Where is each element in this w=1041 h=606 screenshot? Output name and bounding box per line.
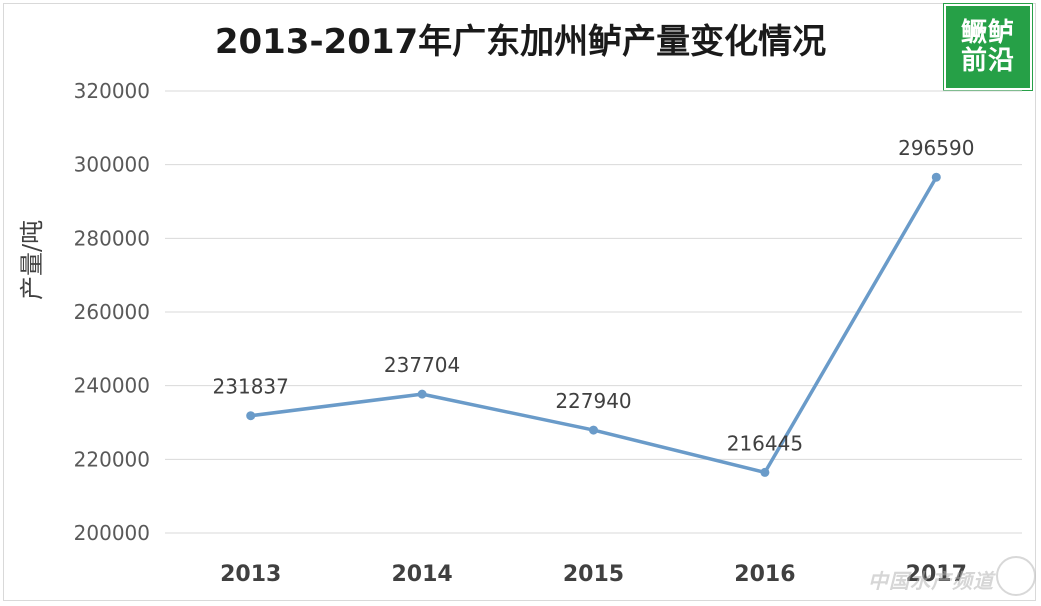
gridlines (165, 90, 1022, 534)
data-labels: 231837 237704 227940 216445 296590 (213, 136, 975, 455)
data-point (246, 411, 256, 421)
y-tick-label: 200000 (74, 521, 150, 545)
data-point (760, 467, 770, 477)
x-tick-label: 2014 (391, 562, 452, 587)
brand-logo: 鳜鲈 前沿 (943, 3, 1033, 91)
y-tick-label: 260000 (74, 300, 150, 324)
logo-text-line2: 前沿 (960, 46, 1015, 76)
data-point (931, 172, 941, 182)
y-tick-label: 240000 (74, 374, 150, 398)
x-tick-label: 2016 (734, 562, 795, 587)
series-group (246, 172, 941, 477)
data-label: 231837 (213, 375, 289, 399)
y-tick-label: 320000 (74, 79, 150, 103)
y-tick-labels: 200000 220000 240000 260000 280000 300000 3200… (74, 79, 150, 545)
x-tick-label: 2015 (563, 562, 624, 587)
x-tick-label: 2017 (906, 562, 967, 587)
watermark-text: 中国水产频道 (868, 569, 994, 593)
data-point (589, 425, 598, 435)
chart-title: 2013-2017年广东加州鲈产量变化情况 (214, 22, 827, 62)
data-point (417, 389, 427, 399)
globe-icon (996, 556, 1036, 596)
data-label: 227940 (555, 389, 631, 413)
y-tick-label: 280000 (74, 226, 150, 250)
data-label: 296590 (898, 136, 974, 160)
x-tick-labels: 2013 2014 2015 2016 2017 (220, 562, 967, 587)
chart-frame (3, 3, 1036, 601)
logo-text-line1: 鳜鲈 (960, 18, 1015, 48)
data-label: 216445 (727, 431, 803, 455)
x-tick-label: 2013 (220, 562, 281, 587)
y-tick-label: 220000 (74, 447, 150, 471)
data-label: 237704 (384, 353, 460, 377)
y-tick-label: 300000 (74, 153, 150, 177)
